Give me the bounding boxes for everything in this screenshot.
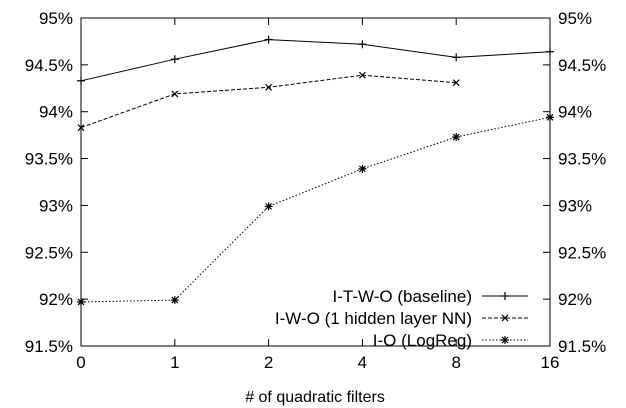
x-tick-label: 1 [170, 353, 179, 372]
legend-label: I-W-O (1 hidden layer NN) [275, 309, 472, 328]
data-point-series-1 [452, 53, 461, 62]
x-tick-label: 16 [541, 353, 560, 372]
data-point-series-2 [358, 71, 366, 79]
y-tick-label-right: 92% [558, 290, 592, 309]
data-point-series-2 [171, 90, 179, 98]
data-point-series-3 [170, 296, 179, 305]
data-point-series-3 [77, 297, 85, 306]
y-tick-label-right: 95% [558, 9, 592, 28]
data-point-series-1 [77, 76, 85, 85]
y-tick-label: 94.5% [25, 56, 73, 75]
y-tick-label-right: 92.5% [558, 243, 606, 262]
data-point-series-3 [264, 202, 273, 211]
x-tick-label: 8 [451, 353, 460, 372]
y-axis-right-tick-labels: 91.5% 92% 92.5% 93% 93.5% 94% 94.5% 95% [558, 9, 606, 356]
plot-frame [80, 17, 551, 347]
y-axis-left-tick-labels: 91.5% 92% 92.5% 93% 93.5% 94% 94.5% 95% [25, 9, 73, 356]
y-tick-label-right: 93.5% [558, 150, 606, 169]
data-point-series-1 [546, 47, 554, 56]
x-tick-label: 0 [76, 353, 85, 372]
data-point-series-1 [170, 55, 179, 64]
y-tick-label: 95% [39, 9, 73, 28]
legend-marker-1 [501, 292, 509, 300]
series-line-3 [80, 116, 551, 303]
series-line-1 [80, 39, 551, 82]
y-tick-label: 91.5% [25, 337, 73, 356]
data-point-series-3 [546, 113, 554, 122]
y-tick-label-right: 94% [558, 103, 592, 122]
y-tick-label: 92.5% [25, 243, 73, 262]
x-axis-title: # of quadratic filters [245, 389, 385, 406]
y-tick-label-right: 93% [558, 196, 592, 215]
data-point-series-1 [264, 35, 273, 44]
y-tick-label: 93.5% [25, 150, 73, 169]
axis-ticks [80, 17, 551, 347]
data-point-series-2 [452, 79, 460, 87]
legend: I-T-W-O (baseline) I-W-O (1 hidden layer … [275, 287, 528, 350]
series-layer [77, 35, 554, 306]
data-point-series-3 [358, 164, 367, 173]
y-tick-label: 92% [39, 290, 73, 309]
data-point-series-2 [77, 124, 85, 132]
data-point-series-1 [358, 40, 367, 49]
x-axis-tick-labels: 0 1 2 4 8 16 [76, 353, 559, 372]
y-tick-label: 94% [39, 103, 73, 122]
legend-label: I-T-W-O (baseline) [333, 287, 473, 306]
data-point-series-3 [452, 133, 461, 142]
x-tick-label: 4 [358, 353, 367, 372]
legend-marker-3 [501, 336, 509, 344]
x-tick-label: 2 [264, 353, 273, 372]
y-tick-label-right: 94.5% [558, 56, 606, 75]
y-tick-label-right: 91.5% [558, 337, 606, 356]
legend-label: I-O (LogReg) [373, 331, 472, 350]
series-line-2 [80, 74, 457, 129]
legend-marker-2 [501, 314, 509, 322]
data-point-series-2 [265, 83, 273, 91]
y-tick-label: 93% [39, 196, 73, 215]
